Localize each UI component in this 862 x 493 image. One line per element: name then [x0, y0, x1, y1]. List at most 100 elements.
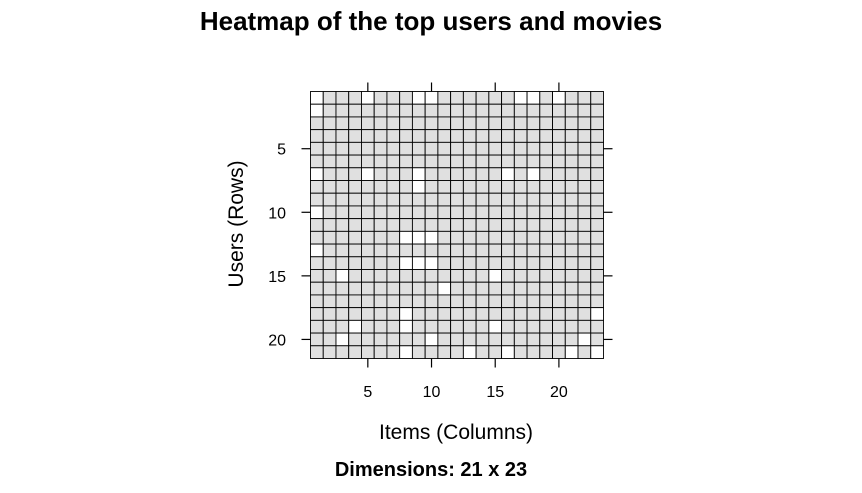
heatmap-cell-r10-c4: [348, 205, 362, 220]
heatmap-cell-r5-c11: [437, 141, 452, 156]
heatmap-cell-r13-c1: [310, 243, 324, 258]
heatmap-cell-r9-c22: [577, 192, 592, 207]
heatmap-cell-r18-c13: [462, 307, 477, 321]
heatmap-cell-r10-c1: [310, 205, 324, 220]
heatmap-cell-r8-c17: [513, 180, 528, 194]
heatmap-cell-r4-c10: [424, 129, 439, 143]
heatmap-cell-r8-c19: [539, 180, 553, 194]
heatmap-cell-r6-c9: [411, 154, 426, 169]
heatmap-cell-r11-c9: [411, 218, 426, 232]
heatmap-cell-r18-c2: [322, 307, 337, 321]
heatmap-cell-r5-c16: [501, 141, 515, 156]
heatmap-cell-r2-c17: [513, 103, 528, 118]
heatmap-cell-r10-c22: [577, 205, 592, 220]
heatmap-cell-r14-c13: [462, 256, 477, 270]
heatmap-cell-r7-c15: [488, 167, 503, 181]
heatmap-cell-r21-c9: [411, 345, 426, 359]
heatmap-cell-r16-c1: [310, 281, 324, 296]
heatmap-cell-r7-c22: [577, 167, 592, 181]
heatmap-cell-r16-c13: [462, 281, 477, 296]
heatmap-cell-r17-c6: [373, 294, 388, 309]
heatmap-cell-r20-c20: [552, 332, 566, 347]
heatmap-cell-r4-c16: [501, 129, 515, 143]
heatmap-cell-r1-c8: [399, 91, 413, 105]
heatmap-cell-r18-c18: [526, 307, 541, 321]
heatmap-cell-r17-c23: [590, 294, 604, 309]
heatmap-cell-r17-c10: [424, 294, 439, 309]
heatmap-cell-r21-c14: [475, 345, 490, 359]
heatmap-cell-r13-c3: [335, 243, 350, 258]
heatmap-cell-r10-c23: [590, 205, 604, 220]
heatmap-cell-r5-c17: [513, 141, 528, 156]
heatmap-cell-r8-c14: [475, 180, 490, 194]
heatmap-cell-r19-c3: [335, 319, 350, 334]
heatmap-cell-r18-c4: [348, 307, 362, 321]
heatmap-cell-r7-c19: [539, 167, 553, 181]
heatmap-cell-r6-c22: [577, 154, 592, 169]
heatmap-cell-r8-c13: [462, 180, 477, 194]
heatmap-cell-r12-c8: [399, 230, 413, 245]
heatmap-cell-r11-c16: [501, 218, 515, 232]
heatmap-cell-r20-c11: [437, 332, 452, 347]
heatmap-cell-r13-c2: [322, 243, 337, 258]
heatmap-cell-r18-c5: [361, 307, 375, 321]
heatmap-cell-r12-c7: [386, 230, 401, 245]
heatmap-cell-r16-c14: [475, 281, 490, 296]
heatmap-cell-r12-c11: [437, 230, 452, 245]
heatmap-cell-r2-c1: [310, 103, 324, 118]
heatmap-cell-r7-c6: [373, 167, 388, 181]
heatmap-cell-r8-c6: [373, 180, 388, 194]
heatmap-cell-r21-c21: [564, 345, 579, 359]
heatmap-cell-r17-c3: [335, 294, 350, 309]
heatmap-cell-r7-c3: [335, 167, 350, 181]
heatmap-cell-r21-c22: [577, 345, 592, 359]
heatmap-cell-r2-c8: [399, 103, 413, 118]
heatmap-cell-r5-c20: [552, 141, 566, 156]
heatmap-cell-r11-c7: [386, 218, 401, 232]
heatmap-cell-r2-c10: [424, 103, 439, 118]
heatmap-cell-r8-c4: [348, 180, 362, 194]
heatmap-cell-r9-c8: [399, 192, 413, 207]
heatmap-cell-r3-c11: [437, 116, 452, 131]
heatmap-cell-r9-c13: [462, 192, 477, 207]
heatmap-cell-r11-c13: [462, 218, 477, 232]
heatmap-cell-r13-c4: [348, 243, 362, 258]
heatmap-cell-r6-c14: [475, 154, 490, 169]
heatmap-cell-r3-c8: [399, 116, 413, 131]
heatmap-cell-r19-c19: [539, 319, 553, 334]
heatmap-cell-r20-c23: [590, 332, 604, 347]
heatmap-cell-r2-c15: [488, 103, 503, 118]
heatmap-cell-r11-c4: [348, 218, 362, 232]
heatmap-cell-r20-c4: [348, 332, 362, 347]
heatmap-cell-r4-c4: [348, 129, 362, 143]
heatmap-cell-r17-c22: [577, 294, 592, 309]
heatmap-cell-r9-c1: [310, 192, 324, 207]
heatmap-cell-r8-c18: [526, 180, 541, 194]
heatmap-cell-r16-c5: [361, 281, 375, 296]
heatmap-cell-r17-c18: [526, 294, 541, 309]
heatmap-cell-r12-c1: [310, 230, 324, 245]
heatmap-cell-r9-c17: [513, 192, 528, 207]
heatmap-cell-r18-c14: [475, 307, 490, 321]
heatmap-cell-r8-c1: [310, 180, 324, 194]
heatmap-cell-r4-c18: [526, 129, 541, 143]
heatmap-cell-r7-c8: [399, 167, 413, 181]
heatmap-cell-r17-c20: [552, 294, 566, 309]
heatmap-cell-r18-c16: [501, 307, 515, 321]
heatmap-cell-r11-c3: [335, 218, 350, 232]
heatmap-cell-r20-c2: [322, 332, 337, 347]
heatmap-cell-r1-c10: [424, 91, 439, 105]
heatmap-cell-r12-c19: [539, 230, 553, 245]
heatmap-cell-r16-c9: [411, 281, 426, 296]
chart-title: Heatmap of the top users and movies: [199, 6, 663, 36]
heatmap-cell-r15-c19: [539, 269, 553, 283]
heatmap-cell-r4-c17: [513, 129, 528, 143]
heatmap-cell-r12-c12: [450, 230, 464, 245]
heatmap-cell-r19-c18: [526, 319, 541, 334]
heatmap-cell-r6-c5: [361, 154, 375, 169]
heatmap-cell-r15-c9: [411, 269, 426, 283]
heatmap-cell-r2-c12: [450, 103, 464, 118]
heatmap-cell-r8-c23: [590, 180, 604, 194]
heatmap-cell-r1-c21: [564, 91, 579, 105]
heatmap-cell-r15-c10: [424, 269, 439, 283]
